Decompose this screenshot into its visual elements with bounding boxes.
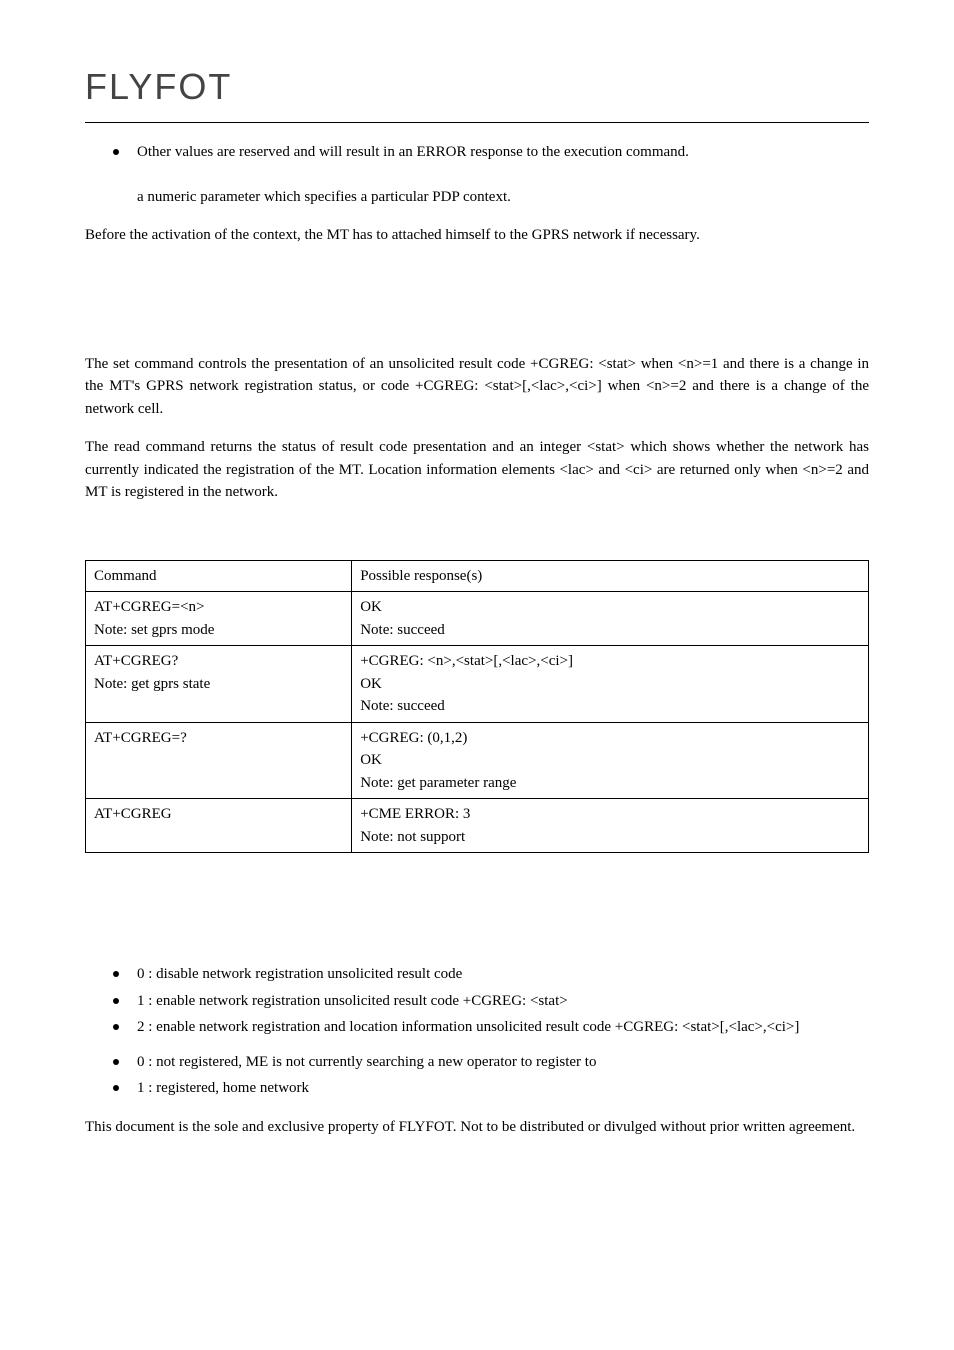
list2: 0 : not registered, ME is not currently … [85,1051,869,1100]
cmd-cell: AT+CGREG? Note: get gprs state [86,646,352,723]
intro-para: a numeric parameter which specifies a pa… [85,186,869,209]
cmd-line: AT+CGREG=<n> [94,596,343,619]
resp-line: OK [360,673,860,696]
bullet-icon [113,1085,119,1091]
command-table: Command Possible response(s) AT+CGREG=<n… [85,560,869,854]
before-activation-para: Before the activation of the context, th… [85,224,869,247]
cmd-line: Note: get gprs state [94,673,343,696]
list1-item: 2 : enable network registration and loca… [85,1016,869,1039]
list1-text: 1 : enable network registration unsolici… [137,990,869,1013]
intro-bullet-item: Other values are reserved and will resul… [85,141,869,164]
list1: 0 : disable network registration unsolic… [85,963,869,1039]
bullet-icon [113,998,119,1004]
cmd-line: AT+CGREG? [94,650,343,673]
table-header-row: Command Possible response(s) [86,560,869,592]
resp-line: Note: not support [360,826,860,849]
header-command: Command [86,560,352,592]
resp-line: +CGREG: <n>,<stat>[,<lac>,<ci>] [360,650,860,673]
resp-line: OK [360,749,860,772]
list2-text: 1 : registered, home network [137,1077,869,1100]
resp-cell: +CGREG: <n>,<stat>[,<lac>,<ci>] OK Note:… [352,646,869,723]
list1-item: 0 : disable network registration unsolic… [85,963,869,986]
bullet-icon [113,1024,119,1030]
cmd-line: Note: set gprs mode [94,619,343,642]
resp-line: Note: get parameter range [360,772,860,795]
list2-item: 1 : registered, home network [85,1077,869,1100]
list2-item: 0 : not registered, ME is not currently … [85,1051,869,1074]
resp-line: Note: succeed [360,619,860,642]
cmd-cell: AT+CGREG [86,799,352,853]
set-command-para: The set command controls the presentatio… [85,353,869,421]
footer-text: This document is the sole and exclusive … [85,1116,869,1139]
table-row: AT+CGREG? Note: get gprs state +CGREG: <… [86,646,869,723]
intro-bullet-text: Other values are reserved and will resul… [137,141,869,164]
resp-line: +CME ERROR: 3 [360,803,860,826]
read-command-para: The read command returns the status of r… [85,436,869,504]
header-response: Possible response(s) [352,560,869,592]
resp-cell: +CGREG: (0,1,2) OK Note: get parameter r… [352,722,869,799]
bullet-icon [113,1059,119,1065]
list2-text: 0 : not registered, ME is not currently … [137,1051,869,1074]
list1-text: 0 : disable network registration unsolic… [137,963,869,986]
table-row: AT+CGREG=? +CGREG: (0,1,2) OK Note: get … [86,722,869,799]
cmd-line: AT+CGREG [94,803,343,826]
list1-item: 1 : enable network registration unsolici… [85,990,869,1013]
logo: FLYFOT [85,60,869,123]
bullet-icon [113,149,119,155]
resp-cell: +CME ERROR: 3 Note: not support [352,799,869,853]
cmd-line: AT+CGREG=? [94,727,343,750]
resp-line: Note: succeed [360,695,860,718]
cmd-cell: AT+CGREG=? [86,722,352,799]
list1-text: 2 : enable network registration and loca… [137,1016,869,1039]
resp-line: +CGREG: (0,1,2) [360,727,860,750]
resp-cell: OK Note: succeed [352,592,869,646]
bullet-icon [113,971,119,977]
resp-line: OK [360,596,860,619]
cmd-cell: AT+CGREG=<n> Note: set gprs mode [86,592,352,646]
table-row: AT+CGREG +CME ERROR: 3 Note: not support [86,799,869,853]
table-row: AT+CGREG=<n> Note: set gprs mode OK Note… [86,592,869,646]
